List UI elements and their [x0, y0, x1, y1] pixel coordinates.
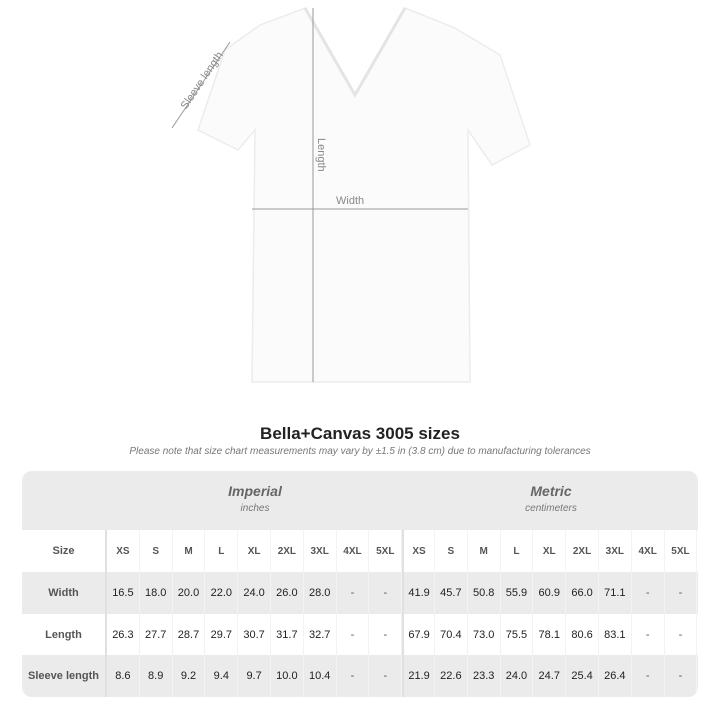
- metric-value-cell: 41.9: [402, 572, 435, 614]
- imperial-group: Imperial inches: [107, 483, 403, 514]
- metric-value-cell: 25.4: [566, 655, 599, 697]
- imperial-value-cell: -: [337, 572, 370, 614]
- metric-value-cell: 24.0: [501, 655, 534, 697]
- metric-size-header: XL: [533, 530, 567, 572]
- size-table: Imperial inches Metric centimeters Size X…: [22, 471, 698, 697]
- metric-size-header: L: [501, 530, 534, 572]
- table-row: Length 26.3 27.7 28.7 29.7 30.7 31.7 32.7- -67.9…: [22, 614, 698, 655]
- imperial-size-header: S: [140, 530, 173, 572]
- imperial-value-cell: 30.7: [238, 614, 271, 655]
- metric-size-header: M: [468, 530, 501, 572]
- imperial-value-cell: 27.7: [140, 614, 173, 655]
- metric-value-cell: -: [665, 655, 698, 697]
- metric-value-cell: 67.9: [402, 614, 435, 655]
- imperial-value-cell: 28.7: [173, 614, 206, 655]
- metric-value-cell: 24.7: [533, 655, 567, 697]
- imperial-size-header: M: [173, 530, 206, 572]
- metric-value-cell: 73.0: [468, 614, 501, 655]
- imperial-value-cell: 24.0: [238, 572, 271, 614]
- imperial-size-header: XS: [107, 530, 140, 572]
- table-row: Width 16.5 18.0 20.0 22.0 24.0 26.0 28.0- -41.9 4…: [22, 572, 698, 614]
- tolerance-note: Please note that size chart measurements…: [129, 446, 591, 457]
- tshirt-diagram: Length Width Sleeve length: [171, 7, 531, 383]
- imperial-size-header: L: [205, 530, 239, 572]
- imperial-size-header: 3XL: [304, 530, 337, 572]
- imperial-value-cell: 10.0: [271, 655, 304, 697]
- imperial-value-cell: -: [337, 614, 370, 655]
- metric-size-header: 5XL: [665, 530, 698, 572]
- metric-value-cell: 26.4: [599, 655, 632, 697]
- row-label: Sleeve length: [22, 655, 107, 697]
- imperial-value-cell: -: [369, 572, 403, 614]
- metric-value-cell: 75.5: [501, 614, 534, 655]
- metric-size-header: 4XL: [632, 530, 665, 572]
- imperial-value-cell: 29.7: [205, 614, 239, 655]
- metric-value-cell: 80.6: [566, 614, 599, 655]
- metric-value-cell: 70.4: [435, 614, 468, 655]
- imperial-value-cell: 10.4: [304, 655, 337, 697]
- imperial-value-cell: -: [337, 655, 370, 697]
- metric-value-cell: -: [632, 614, 665, 655]
- metric-value-cell: 22.6: [435, 655, 468, 697]
- size-header-label: Size: [22, 530, 107, 572]
- size-header-row: Size XS S M L XL 2XL 3XL 4XL 5XL XS S M L XL 2XL 3XL 4XL 5…: [22, 530, 698, 572]
- imperial-value-cell: 26.3: [107, 614, 140, 655]
- imperial-value-cell: 20.0: [173, 572, 206, 614]
- sleeve-measure-line: [171, 41, 231, 129]
- imperial-value-cell: 8.6: [107, 655, 140, 697]
- tshirt-shape: [197, 7, 531, 383]
- metric-value-cell: 66.0: [566, 572, 599, 614]
- metric-value-cell: 60.9: [533, 572, 567, 614]
- table-row: Sleeve length 8.6 8.9 9.2 9.4 9.7 10.0 10.4- -21…: [22, 655, 698, 697]
- imperial-unit: inches: [240, 503, 270, 514]
- metric-value-cell: -: [665, 572, 698, 614]
- imperial-value-cell: 9.2: [173, 655, 206, 697]
- row-label: Length: [22, 614, 107, 655]
- imperial-value-cell: 18.0: [140, 572, 173, 614]
- metric-value-cell: 45.7: [435, 572, 468, 614]
- metric-value-cell: -: [665, 614, 698, 655]
- metric-value-cell: 78.1: [533, 614, 567, 655]
- row-label: Width: [22, 572, 107, 614]
- table-header-band: Imperial inches Metric centimeters: [22, 471, 698, 530]
- metric-value-cell: 55.9: [501, 572, 534, 614]
- imperial-value-cell: 26.0: [271, 572, 304, 614]
- imperial-value-cell: 16.5: [107, 572, 140, 614]
- imperial-value-cell: 9.4: [205, 655, 239, 697]
- metric-value-cell: 23.3: [468, 655, 501, 697]
- imperial-value-cell: -: [369, 655, 403, 697]
- imperial-value-cell: 9.7: [238, 655, 271, 697]
- metric-unit: centimeters: [525, 503, 577, 514]
- imperial-value-cell: 32.7: [304, 614, 337, 655]
- imperial-title: Imperial: [228, 483, 282, 499]
- imperial-value-cell: 22.0: [205, 572, 239, 614]
- imperial-value-cell: 8.9: [140, 655, 173, 697]
- metric-size-header: XS: [402, 530, 435, 572]
- metric-value-cell: 71.1: [599, 572, 632, 614]
- page-title: Bella+Canvas 3005 sizes: [260, 424, 460, 443]
- metric-value-cell: -: [632, 572, 665, 614]
- metric-value-cell: 83.1: [599, 614, 632, 655]
- imperial-size-header: XL: [238, 530, 271, 572]
- metric-group: Metric centimeters: [403, 483, 698, 514]
- metric-size-header: S: [435, 530, 468, 572]
- length-label: Length: [315, 138, 327, 172]
- metric-size-header: 2XL: [566, 530, 599, 572]
- metric-value-cell: 21.9: [402, 655, 435, 697]
- metric-title: Metric: [530, 483, 572, 499]
- imperial-value-cell: 28.0: [304, 572, 337, 614]
- metric-value-cell: -: [632, 655, 665, 697]
- width-label: Width: [336, 195, 364, 207]
- imperial-size-header: 2XL: [271, 530, 304, 572]
- imperial-value-cell: -: [369, 614, 403, 655]
- imperial-value-cell: 31.7: [271, 614, 304, 655]
- imperial-size-header: 4XL: [337, 530, 370, 572]
- metric-value-cell: 50.8: [468, 572, 501, 614]
- imperial-size-header: 5XL: [369, 530, 403, 572]
- metric-size-header: 3XL: [599, 530, 632, 572]
